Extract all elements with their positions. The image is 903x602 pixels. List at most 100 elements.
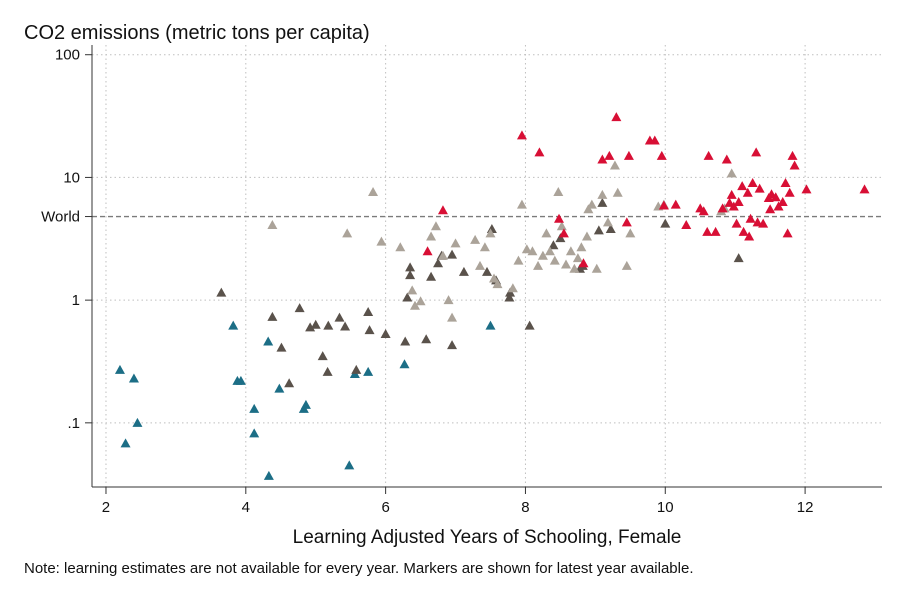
data-point-red: [621, 217, 632, 227]
data-point-red: [516, 130, 527, 140]
data-point-red: [702, 226, 713, 236]
data-point-red: [623, 150, 634, 160]
data-point-light: [597, 189, 608, 199]
data-point-light: [572, 253, 583, 263]
data-point-red: [717, 203, 728, 213]
x-tick-label: 8: [521, 499, 529, 516]
data-point-dark: [447, 340, 458, 350]
data-point-red: [658, 200, 669, 210]
data-point-red: [758, 218, 769, 228]
data-point-light: [342, 228, 353, 238]
data-point-red: [698, 206, 709, 216]
data-point-dark: [504, 292, 515, 302]
axes: .1 1 10 100 2 4 6 8 10 12 World: [41, 45, 882, 516]
data-point-light: [569, 263, 580, 273]
data-point-red: [777, 197, 788, 207]
data-point-teal: [120, 438, 131, 448]
data-point-light: [726, 168, 737, 178]
data-point-light: [488, 273, 499, 283]
data-point-red: [784, 187, 795, 197]
data-point-red: [737, 181, 748, 191]
data-point-dark: [216, 287, 227, 297]
data-point-light: [437, 250, 448, 260]
data-point-dark: [317, 351, 328, 361]
data-point-dark: [402, 292, 413, 302]
world-reference-label: World: [41, 209, 80, 226]
data-point-dark: [593, 225, 604, 235]
data-points: [114, 112, 870, 480]
data-point-light: [516, 199, 527, 209]
data-point-red: [656, 150, 667, 160]
data-point-red: [721, 154, 732, 164]
x-tick-label: 10: [657, 499, 674, 516]
data-point-red: [649, 135, 660, 145]
data-point-light: [556, 221, 567, 231]
data-point-red: [703, 150, 714, 160]
x-tick-label: 2: [102, 499, 110, 516]
data-point-red: [787, 150, 798, 160]
data-point-red: [554, 213, 565, 223]
data-point-red: [604, 150, 615, 160]
data-point-red: [747, 178, 758, 188]
data-point-red: [752, 217, 763, 227]
data-point-light: [583, 204, 594, 214]
data-point-teal: [128, 373, 139, 383]
data-point-dark: [310, 319, 321, 329]
data-point-dark: [380, 328, 391, 338]
data-point-dark: [605, 223, 616, 233]
chart-note: Note: learning estimates are not availab…: [24, 560, 694, 577]
data-point-light: [553, 187, 564, 197]
data-point-light: [576, 242, 587, 252]
data-point-light: [415, 296, 426, 306]
data-point-red: [710, 226, 721, 236]
data-point-light: [426, 231, 437, 241]
data-point-light: [621, 260, 632, 270]
data-point-red: [422, 246, 433, 256]
data-point-light: [395, 242, 406, 252]
data-point-teal: [235, 375, 246, 385]
data-point-red: [770, 192, 781, 202]
data-point-red: [726, 189, 737, 199]
data-point-red: [751, 147, 762, 157]
data-point-red: [801, 184, 812, 194]
data-point-teal: [249, 428, 260, 438]
data-point-dark: [524, 320, 535, 330]
data-point-teal: [363, 366, 374, 376]
data-point-red: [534, 147, 545, 157]
y-tick-label: .1: [67, 415, 80, 432]
data-point-light: [475, 260, 486, 270]
data-point-teal: [399, 359, 410, 369]
data-point-light: [513, 255, 524, 265]
data-point-light: [602, 217, 613, 227]
data-point-teal: [249, 403, 260, 413]
data-point-dark: [458, 266, 469, 276]
data-point-red: [859, 184, 870, 194]
data-point-teal: [132, 417, 143, 427]
data-point-red: [789, 160, 800, 170]
data-point-light: [533, 260, 544, 270]
data-point-dark: [426, 271, 437, 281]
data-point-red: [670, 199, 681, 209]
chart-title: CO2 emissions (metric tons per capita): [24, 22, 370, 44]
data-point-light: [549, 255, 560, 265]
y-tick-label: 1: [72, 292, 80, 309]
data-point-dark: [267, 311, 278, 321]
data-point-light: [447, 312, 458, 322]
data-point-light: [527, 246, 538, 256]
data-point-light: [612, 187, 623, 197]
data-point-dark: [364, 325, 375, 335]
data-point-red: [744, 231, 755, 241]
data-point-red: [611, 112, 622, 122]
data-point-light: [409, 300, 420, 310]
data-point-teal: [228, 320, 239, 330]
data-point-light: [537, 250, 548, 260]
data-point-dark: [351, 364, 362, 374]
data-point-light: [443, 295, 454, 305]
data-point-light: [450, 238, 461, 248]
data-point-dark: [400, 336, 411, 346]
data-point-light: [485, 228, 496, 238]
data-point-light: [267, 219, 278, 229]
x-tick-label: 12: [797, 499, 814, 516]
x-tick-label: 6: [381, 499, 389, 516]
